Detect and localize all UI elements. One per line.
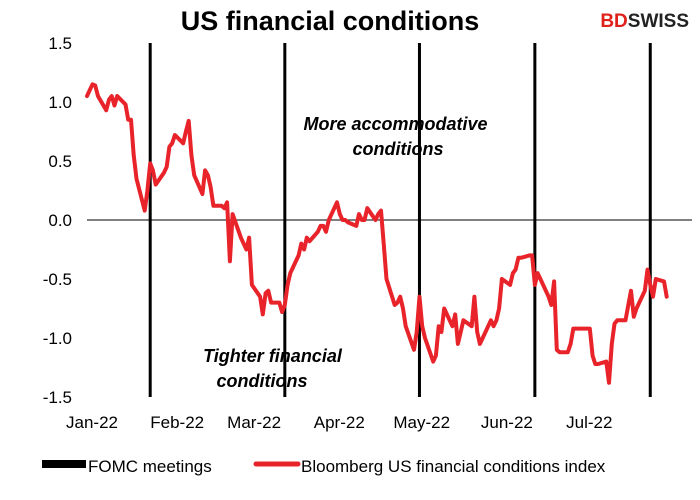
chart-title: US financial conditions bbox=[181, 6, 480, 36]
x-tick-label: Jan-22 bbox=[66, 413, 118, 432]
annotation-tighter-line2: conditions bbox=[217, 371, 308, 391]
x-tick-label: Mar-22 bbox=[227, 413, 281, 432]
annotation-tighter-line1: Tighter financial bbox=[203, 346, 343, 366]
x-tick-label: May-22 bbox=[393, 413, 450, 432]
annotation-accommodative: More accommodative conditions bbox=[303, 114, 492, 159]
legend-label-index: Bloomberg US financial conditions index bbox=[301, 457, 606, 476]
y-tick-label: 0.0 bbox=[48, 211, 72, 230]
logo-text-bd: BD bbox=[600, 11, 627, 32]
y-tick-label: -0.5 bbox=[43, 270, 72, 289]
y-tick-label: 0.5 bbox=[48, 152, 72, 171]
logo-text-swiss: SWISS bbox=[628, 11, 689, 32]
x-tick-label: Feb-22 bbox=[150, 413, 204, 432]
bdswiss-logo: BDSWISS bbox=[600, 11, 689, 32]
legend: FOMC meetings Bloomberg US financial con… bbox=[42, 457, 606, 476]
legend-label-fomc: FOMC meetings bbox=[88, 457, 212, 476]
annotation-accommodative-line1: More accommodative bbox=[303, 114, 487, 134]
x-tick-label: Jun-22 bbox=[481, 413, 533, 432]
plot-area bbox=[85, 43, 692, 397]
x-axis: Jan-22 Feb-22 Mar-22 Apr-22 May-22 Jun-22 Jul-… bbox=[66, 413, 612, 432]
annotation-tighter: Tighter financial conditions bbox=[203, 346, 347, 391]
x-tick-label: Jul-22 bbox=[566, 413, 612, 432]
financial-conditions-index-line bbox=[85, 82, 669, 385]
x-tick-label: Apr-22 bbox=[314, 413, 365, 432]
y-tick-label: 1.5 bbox=[48, 34, 72, 53]
legend-swatch-fomc bbox=[42, 460, 86, 468]
y-tick-label: -1.5 bbox=[43, 388, 72, 407]
y-tick-label: -1.0 bbox=[43, 329, 72, 348]
y-axis: -1.5 -1.0 -0.5 0.0 0.5 1.0 1.5 bbox=[43, 34, 72, 407]
y-tick-label: 1.0 bbox=[48, 93, 72, 112]
svg-text:BDSWISS: BDSWISS bbox=[600, 11, 689, 32]
annotation-accommodative-line2: conditions bbox=[353, 139, 444, 159]
